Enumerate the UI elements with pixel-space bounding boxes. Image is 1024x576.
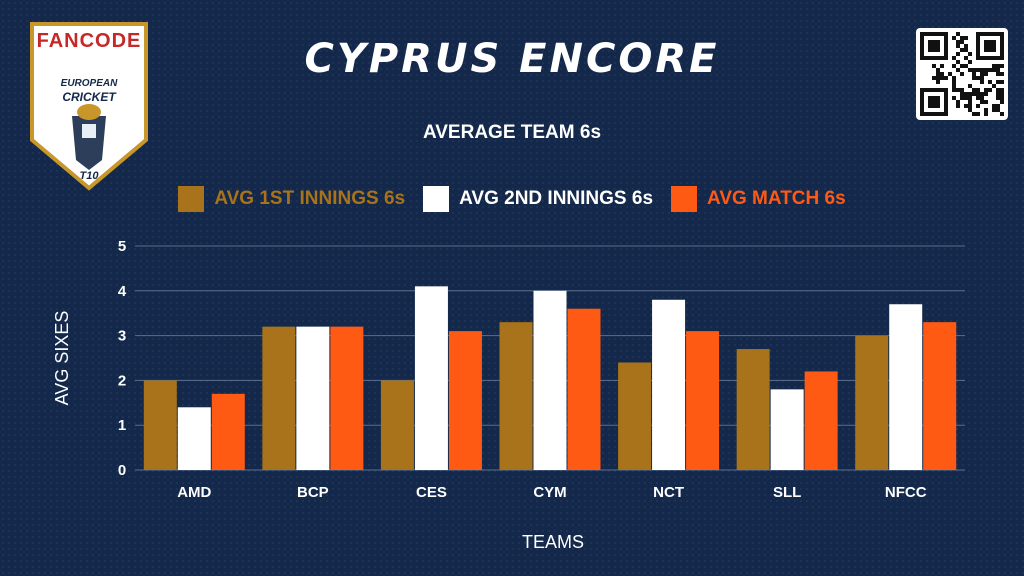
x-tick-label: NFCC [885, 484, 927, 501]
bar-cym-series-1 [499, 322, 533, 470]
y-tick-label: 1 [118, 417, 126, 434]
y-tick-label: 0 [118, 462, 126, 479]
chart-title: AVERAGE TEAM 6s [422, 122, 602, 143]
fancode-european-cricket-logo: FANCODE EUROPEAN CRICKET T10 [28, 20, 150, 192]
bar-cym-series-2 [533, 290, 567, 470]
bar-ces-series-3 [448, 331, 482, 470]
y-axis-title: AVG SIXES [52, 311, 72, 406]
page-title: CYPRUS ENCORE [304, 36, 720, 82]
bar-nct-series-1 [618, 362, 652, 470]
legend-swatch-first-innings [178, 186, 205, 212]
shield-icon [30, 22, 148, 191]
x-tick-label: CES [416, 484, 447, 501]
y-tick-label: 4 [118, 283, 127, 300]
bar-amd-series-3 [211, 393, 245, 470]
bar-ces-series-2 [414, 286, 448, 470]
x-tick-label: SLL [773, 484, 801, 501]
bar-nct-series-3 [686, 331, 720, 470]
bar-nfcc-series-2 [889, 304, 923, 470]
bar-sll-series-1 [736, 349, 770, 470]
bar-sll-series-2 [770, 389, 804, 470]
bar-nct-series-2 [652, 299, 686, 470]
bar-sll-series-3 [804, 371, 838, 470]
legend-item-second-innings: AVG 2ND INNINGS 6s [423, 186, 653, 212]
legend-label-first-innings: AVG 1ST INNINGS 6s [214, 188, 406, 209]
bar-bcp-series-3 [330, 326, 364, 470]
logo-badge: T10 [79, 170, 99, 182]
bar-ces-series-1 [380, 380, 414, 470]
legend-item-first-innings: AVG 1ST INNINGS 6s [178, 186, 405, 212]
x-tick-label: CYM [533, 484, 566, 501]
bar-amd-series-2 [177, 407, 211, 470]
logo-brand-text: FANCODE [34, 26, 144, 56]
bar-nfcc-series-1 [855, 335, 889, 470]
bar-amd-series-1 [143, 380, 177, 470]
bar-bcp-series-2 [296, 326, 330, 470]
y-tick-label: 5 [118, 238, 126, 255]
legend-item-match: AVG MATCH 6s [671, 186, 846, 212]
qr-code-icon [916, 28, 1008, 120]
legend-swatch-second-innings [423, 186, 450, 212]
legend-swatch-match [671, 186, 698, 212]
x-tick-label: BCP [297, 484, 329, 501]
y-tick-label: 2 [118, 372, 126, 389]
y-tick-label: 3 [118, 328, 126, 345]
chart-legend: AVG 1ST INNINGS 6s AVG 2ND INNINGS 6s AV… [0, 186, 1024, 212]
bar-cym-series-3 [567, 308, 601, 470]
logo-line-2: CRICKET [62, 90, 116, 104]
bar-nfcc-series-3 [923, 322, 957, 470]
legend-label-second-innings: AVG 2ND INNINGS 6s [459, 188, 654, 209]
logo-line-1: EUROPEAN [60, 78, 118, 89]
bar-bcp-series-1 [262, 326, 296, 470]
legend-label-match: AVG MATCH 6s [707, 188, 846, 209]
x-tick-label: AMD [177, 484, 211, 501]
x-tick-label: NCT [653, 484, 684, 501]
x-axis-title: TEAMS [522, 532, 584, 552]
